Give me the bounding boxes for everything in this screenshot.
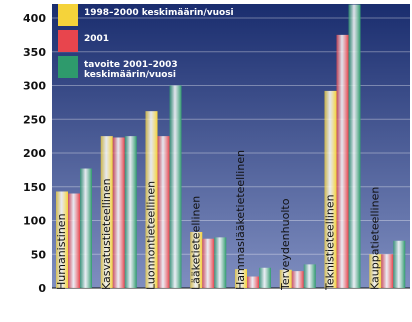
x-tick-label: Teknistieteellinen — [324, 194, 337, 291]
y-tick-label: 100 — [23, 215, 46, 228]
bar — [259, 267, 271, 288]
legend: 1998–2000 keskimäärin/vuosi 2001 tavoite 2… — [58, 4, 234, 80]
category-labels: Humanistinen Kasvatustieteellinen Luonnont… — [55, 150, 381, 291]
bar — [190, 231, 203, 288]
bar — [100, 136, 113, 288]
bar — [279, 269, 292, 288]
y-tick-label: 250 — [23, 113, 46, 126]
bar — [381, 254, 394, 288]
bar — [369, 254, 382, 288]
x-tick-label: Hammaslääketieteellinen — [234, 150, 247, 290]
bar — [145, 111, 158, 289]
y-tick-label: 150 — [23, 181, 46, 194]
bar — [124, 136, 137, 288]
bar — [336, 34, 349, 288]
bar — [247, 276, 259, 288]
legend-swatch — [58, 56, 78, 78]
legend-label: tavoite 2001–2003 — [84, 60, 178, 70]
legend-label: 1998–2000 keskimäärin/vuosi — [84, 8, 234, 18]
legend-swatch — [58, 4, 78, 26]
y-tick-label: 300 — [23, 80, 46, 93]
y-tick-label: 0 — [38, 282, 46, 295]
bar — [348, 4, 361, 288]
bar — [56, 191, 68, 288]
legend-label: keskimäärin/vuosi — [84, 70, 176, 80]
legend-swatch — [58, 30, 78, 52]
bar — [303, 264, 316, 288]
x-tick-label: Lääketieteellinen — [189, 196, 202, 290]
y-tick-label: 50 — [31, 248, 47, 261]
bar — [202, 238, 215, 288]
bar — [112, 137, 125, 288]
x-tick-label: Terveydenhuolto — [279, 198, 292, 291]
bar — [169, 85, 182, 288]
bar — [291, 271, 304, 288]
bar — [324, 90, 337, 289]
y-tick-label: 200 — [23, 147, 46, 160]
bar — [214, 237, 227, 288]
y-tick-label: 350 — [23, 46, 46, 59]
bars — [56, 4, 406, 289]
bar — [157, 136, 170, 288]
y-tick-label: 400 — [23, 12, 46, 25]
x-tick-label: Luonnontieteellinen — [145, 181, 158, 290]
y-axis: 0 50 100 150 200 250 300 350 400 — [23, 12, 46, 295]
bar — [68, 193, 80, 288]
x-tick-label: Humanistinen — [55, 213, 68, 290]
bar — [235, 269, 247, 288]
x-tick-label: Kasvatustieteellinen — [100, 178, 113, 290]
bar — [80, 168, 92, 288]
legend-label: 2001 — [84, 34, 109, 44]
x-tick-label: Kauppatieteellinen — [368, 187, 381, 290]
bar — [393, 240, 406, 288]
